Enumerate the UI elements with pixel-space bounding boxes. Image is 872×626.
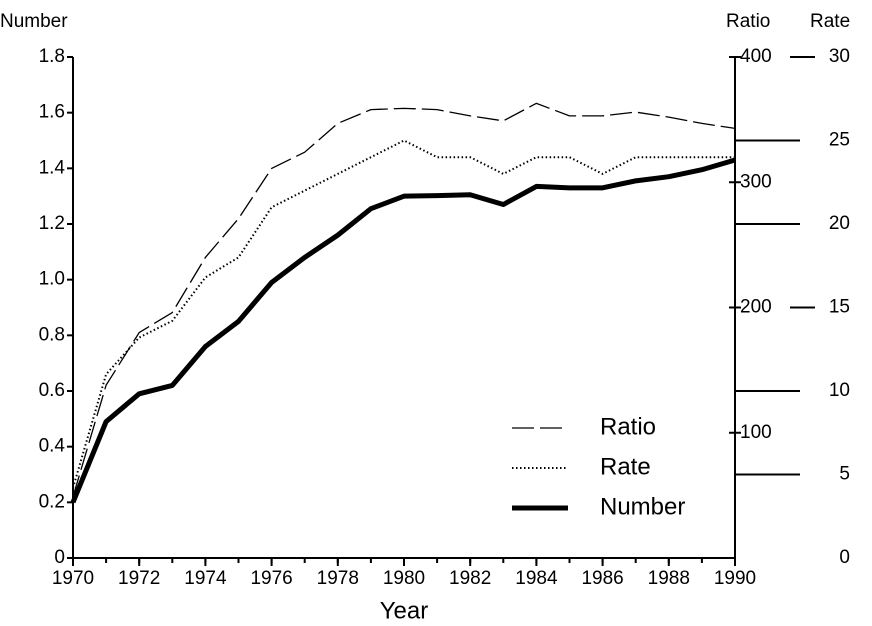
y3-tick-label: 20: [829, 213, 850, 234]
y-tick-label: 0.8: [39, 324, 65, 345]
x-tick-label: 1990: [714, 568, 756, 589]
legend-label: Rate: [600, 453, 651, 480]
y-tick-label: 0.2: [39, 491, 65, 512]
series-line: [72, 102, 736, 497]
legend-label: Number: [600, 493, 685, 520]
y2-tick-label: 100: [740, 422, 772, 443]
x-axis-title: Year: [380, 597, 429, 624]
x-tick-label: 1970: [52, 568, 94, 589]
y-tick-label: 0: [54, 547, 65, 568]
y3-tick-label: 0: [839, 547, 850, 568]
y3-axis-title: Rate: [810, 11, 850, 32]
x-tick-label: 1984: [515, 568, 558, 589]
y3-tick-label: 30: [829, 46, 850, 67]
y3-tick-label: 25: [829, 130, 850, 151]
x-tick-label: 1980: [383, 568, 425, 589]
y-tick-label: 1.6: [39, 102, 65, 123]
y3-tick-label: 10: [829, 380, 850, 401]
y-tick-label: 1.4: [39, 157, 66, 178]
y2-tick-label: 400: [740, 46, 772, 67]
y-axis-title: Number: [0, 11, 68, 32]
x-tick-label: 1988: [648, 568, 690, 589]
legend-label: Ratio: [600, 413, 656, 440]
y3-tick-label: 15: [829, 297, 850, 318]
x-tick-label: 1974: [184, 568, 227, 589]
y-tick-label: 0.6: [39, 380, 65, 401]
series-line: [70, 157, 736, 504]
x-tick-label: 1972: [118, 568, 160, 589]
y3-tick-label: 5: [839, 464, 850, 485]
y-tick-label: 0.4: [39, 436, 66, 457]
x-tick-label: 1982: [449, 568, 491, 589]
x-tick-label: 1976: [250, 568, 292, 589]
x-tick-label: 1986: [581, 568, 623, 589]
y2-tick-label: 200: [740, 297, 772, 318]
y2-tick-label: 300: [740, 171, 772, 192]
y-tick-label: 1.2: [39, 213, 65, 234]
x-tick-label: 1978: [317, 568, 359, 589]
y-tick-label: 1.0: [39, 269, 65, 290]
y-tick-label: 1.8: [39, 46, 65, 67]
y2-axis-title: Ratio: [726, 11, 770, 32]
